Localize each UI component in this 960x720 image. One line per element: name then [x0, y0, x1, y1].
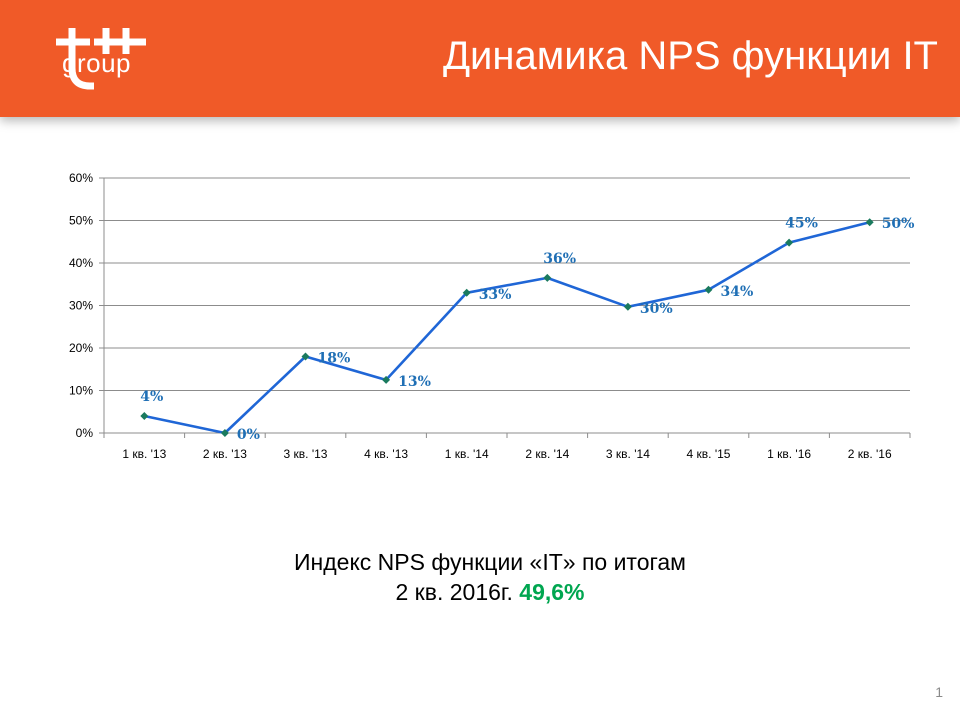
data-point: [623, 302, 632, 311]
summary-value: 49,6%: [519, 579, 585, 605]
y-tick-label: 40%: [69, 256, 93, 270]
x-tick-label: 4 кв. '15: [687, 447, 731, 461]
y-axis-ticks: 0% 10% 20% 30% 40% 50% 60%: [69, 171, 93, 440]
chart-grid: [104, 177, 910, 391]
x-tick-label: 1 кв. '14: [445, 447, 489, 461]
x-tick-label: 2 кв. '16: [848, 447, 892, 461]
data-label: 34%: [721, 284, 754, 300]
nps-line-chart: 0% 10% 20% 30% 40% 50% 60% 1 кв. '13 2 кв. '13 3…: [69, 171, 915, 461]
x-tick-label: 1 кв. '13: [122, 447, 166, 461]
y-tick-label: 0%: [76, 426, 94, 440]
summary-period: 2 кв. 2016г.: [395, 579, 513, 605]
data-label: 45%: [785, 216, 818, 232]
chart-axes: [99, 177, 911, 438]
data-label: 13%: [398, 374, 431, 390]
y-tick-label: 30%: [69, 299, 93, 313]
data-label: 50%: [882, 216, 915, 232]
data-point: [462, 288, 471, 297]
data-point: [704, 285, 713, 294]
series-line: [144, 220, 871, 435]
nps-summary: Индекс NPS функции «IT» по итогам 2 кв. …: [0, 547, 960, 607]
header-bar: group Динамика NPS функции IT: [0, 0, 960, 117]
data-label: 30%: [640, 301, 673, 317]
summary-line-1: Индекс NPS функции «IT» по итогам: [294, 549, 686, 575]
data-label: 4%: [140, 389, 163, 405]
data-label: 0%: [237, 427, 260, 443]
y-tick-label: 50%: [69, 214, 93, 228]
x-tick-label: 3 кв. '13: [284, 447, 328, 461]
x-tick-label: 2 кв. '13: [203, 447, 247, 461]
data-point: [140, 412, 149, 420]
data-label: 36%: [543, 251, 576, 267]
data-point: [382, 375, 391, 384]
data-point: [785, 238, 794, 247]
data-point: [543, 273, 552, 282]
page-number: 1: [935, 684, 943, 700]
tplus-logo-icon: [56, 28, 146, 90]
data-label: 18%: [318, 351, 351, 367]
data-labels: 4% 0% 18% 13% 33% 36% 30% 34% 45% 50%: [140, 216, 914, 443]
data-point: [301, 352, 310, 361]
logo-text: group: [62, 48, 131, 78]
page-title: Динамика NPS функции IT: [442, 34, 938, 78]
data-label: 33%: [479, 287, 512, 303]
summary-line-2: 2 кв. 2016г. 49,6%: [0, 577, 960, 607]
series-polyline: [144, 220, 871, 435]
x-tick-label: 4 кв. '13: [364, 447, 408, 461]
x-tick-label: 2 кв. '14: [525, 447, 569, 461]
series-markers: [140, 218, 874, 437]
x-tick-label: 3 кв. '14: [606, 447, 650, 461]
x-tick-label: 1 кв. '16: [767, 447, 811, 461]
x-axis-ticks: 1 кв. '13 2 кв. '13 3 кв. '13 4 кв. '13 1 кв…: [122, 447, 892, 461]
y-tick-label: 60%: [69, 171, 93, 185]
y-tick-label: 20%: [69, 341, 93, 355]
data-point: [220, 429, 229, 437]
y-tick-label: 10%: [69, 384, 93, 398]
data-point: [865, 218, 874, 227]
